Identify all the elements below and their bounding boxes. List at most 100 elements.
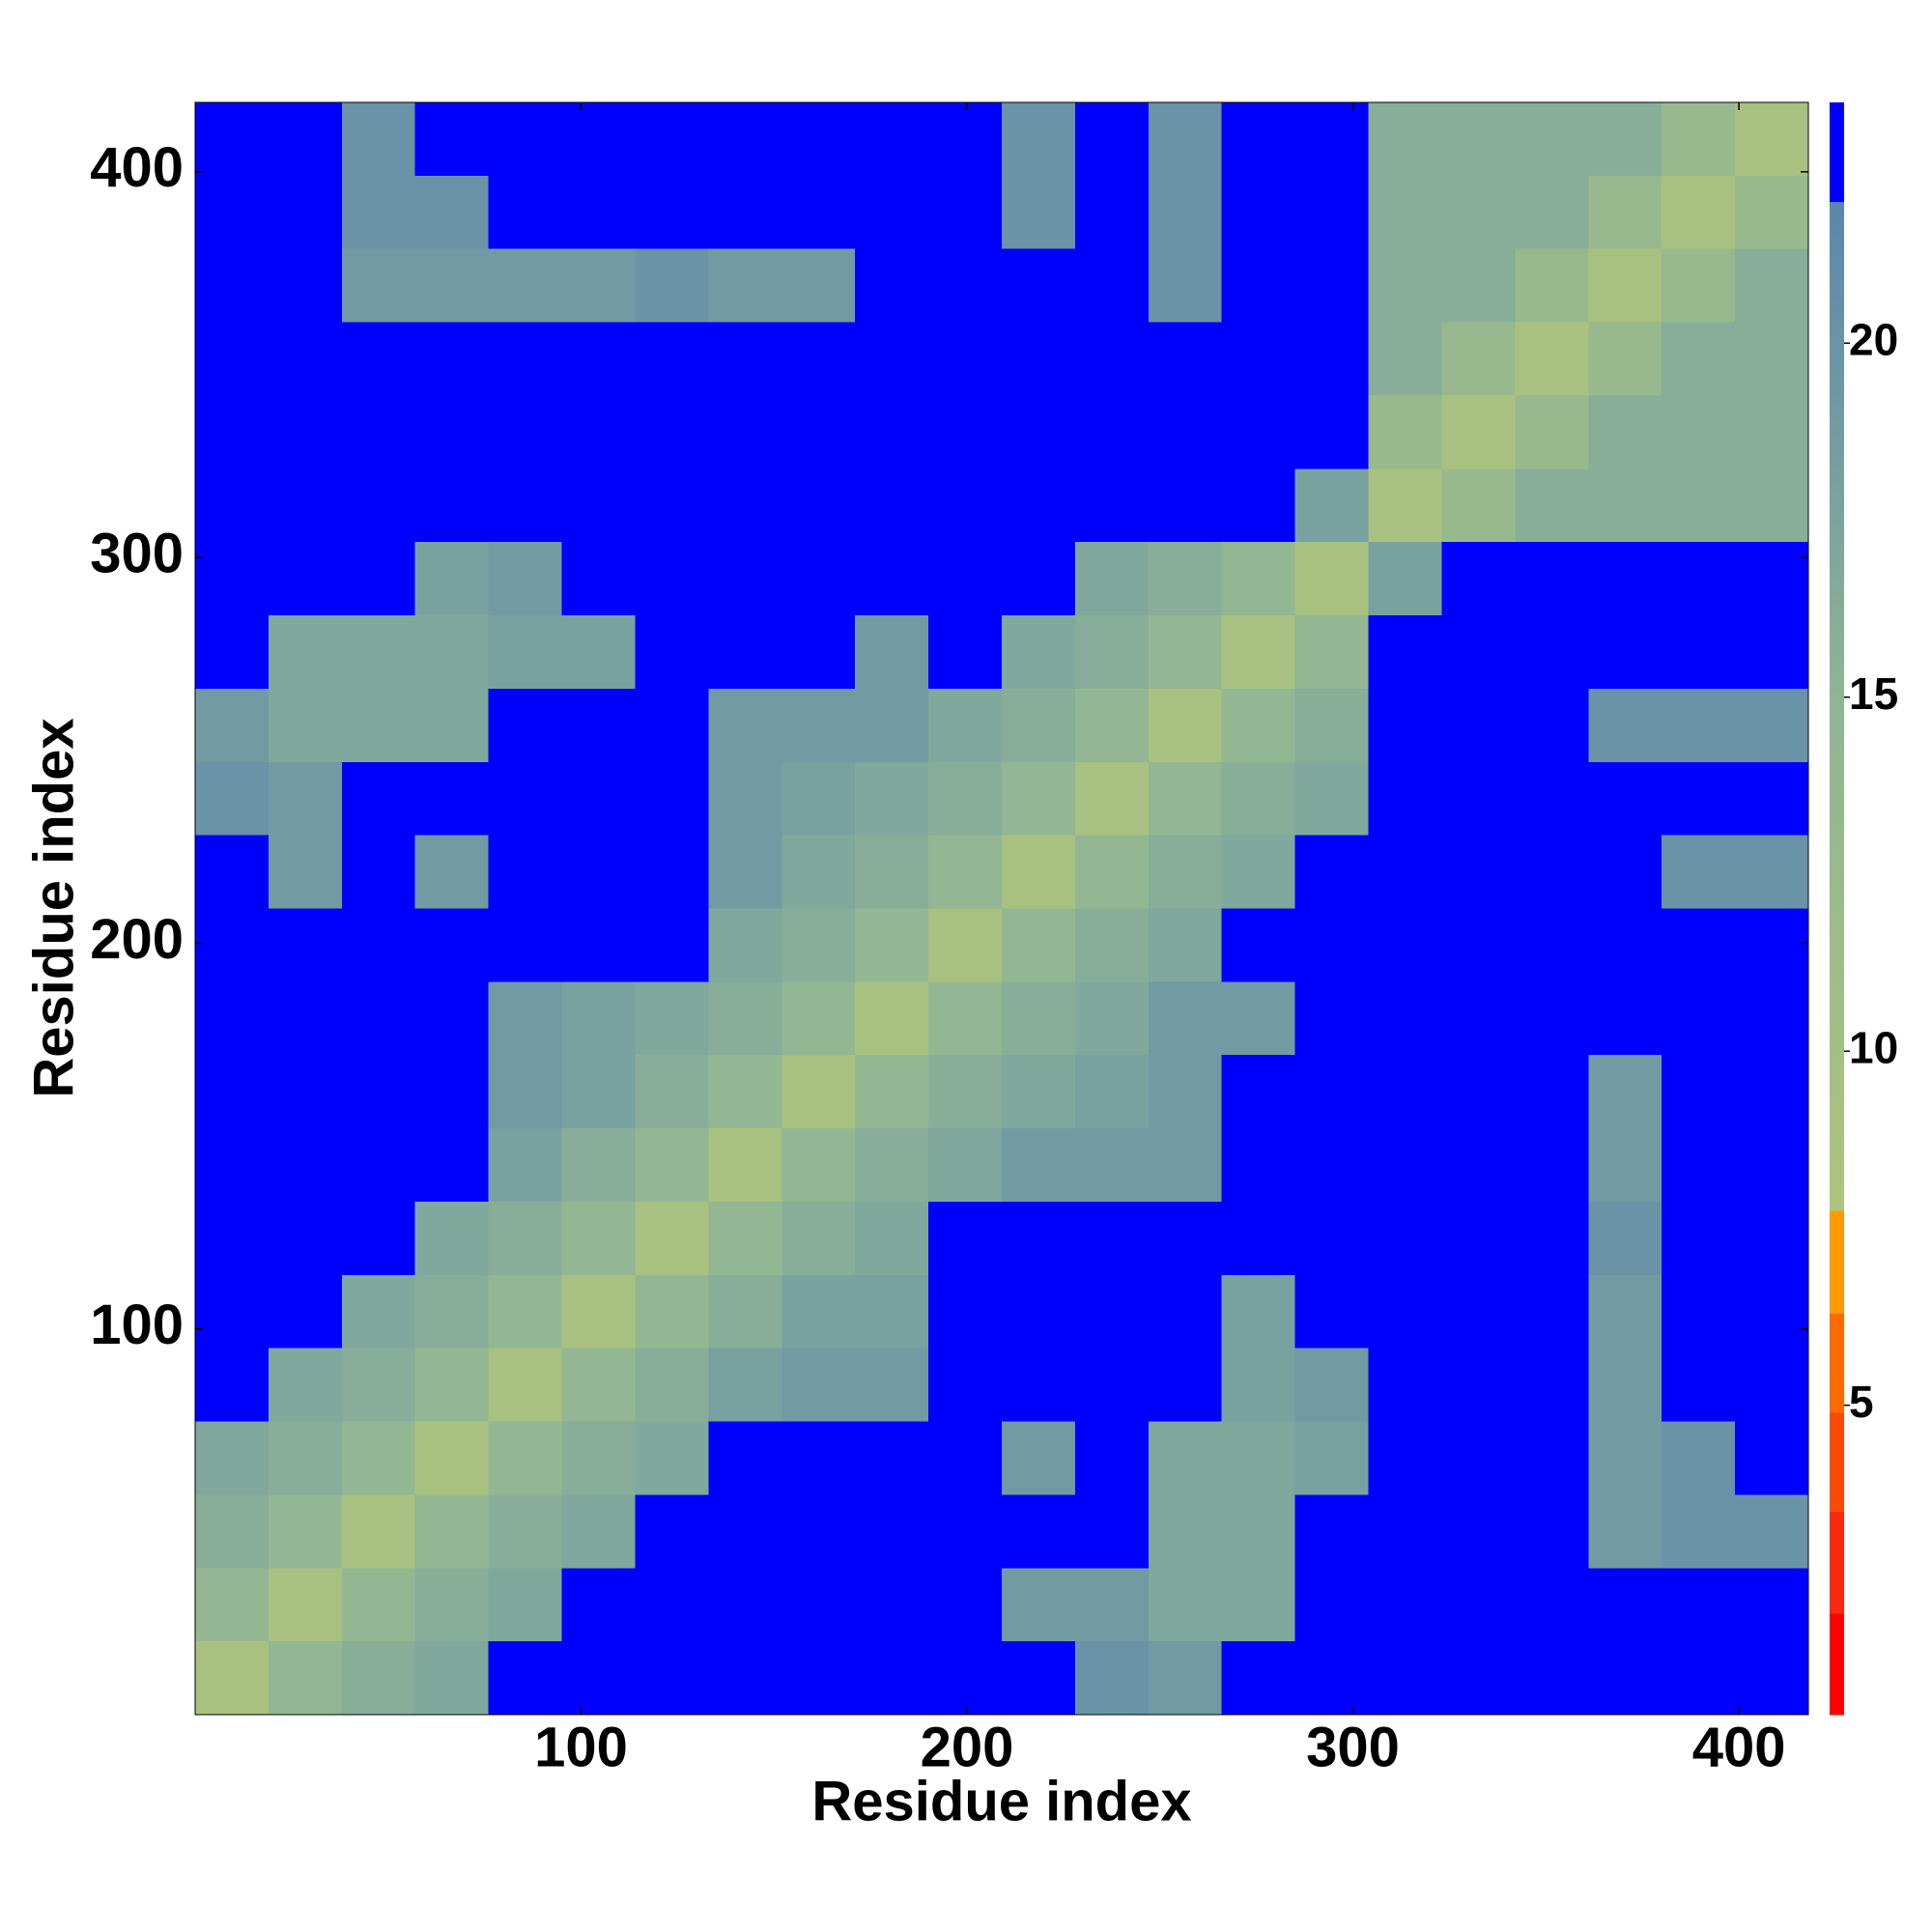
heatmap-cell <box>781 1641 856 1715</box>
heatmap-cell <box>1588 175 1662 249</box>
heatmap-cell <box>1588 1421 1662 1495</box>
heatmap-cell <box>928 322 1002 396</box>
heatmap-cell <box>1515 1348 1589 1422</box>
heatmap-cell <box>561 248 636 323</box>
heatmap-cell <box>1588 1274 1662 1349</box>
heatmap-cell <box>1148 908 1222 982</box>
heatmap-cell <box>1662 1641 1736 1715</box>
heatmap-cell <box>561 322 636 396</box>
heatmap-cell <box>195 1348 269 1422</box>
colorbar-segment <box>1830 201 1844 698</box>
heatmap-cell <box>855 981 929 1056</box>
heatmap-cell <box>341 1201 415 1275</box>
heatmap-cell <box>488 469 562 543</box>
heatmap-cell <box>1735 835 1808 909</box>
heatmap-cell <box>781 1128 856 1202</box>
heatmap-cell <box>1735 322 1808 396</box>
heatmap-cell <box>1588 469 1662 543</box>
heatmap-cell <box>1515 1201 1589 1275</box>
heatmap-cell <box>561 102 636 176</box>
heatmap-cell <box>1441 761 1516 836</box>
heatmap-cell <box>1441 1128 1516 1202</box>
heatmap-cell <box>1662 1128 1736 1202</box>
heatmap-cell <box>268 1494 342 1569</box>
heatmap-cell <box>1588 322 1662 396</box>
heatmap-cell <box>1148 542 1222 616</box>
heatmap-cell <box>1148 1421 1222 1495</box>
heatmap-cell <box>1294 1201 1369 1275</box>
heatmap-cell <box>195 615 269 689</box>
heatmap-cell <box>1588 835 1662 909</box>
heatmap-cell <box>1662 688 1736 762</box>
heatmap-cell <box>1074 981 1149 1056</box>
x-tick-label: 400 <box>1692 1716 1786 1778</box>
heatmap-cell <box>928 1201 1002 1275</box>
heatmap-cell <box>1662 395 1736 469</box>
heatmap-cell <box>1368 395 1442 469</box>
heatmap-cell <box>1148 1274 1222 1349</box>
heatmap-cell <box>1294 1494 1369 1569</box>
heatmap-cell <box>1735 469 1808 543</box>
heatmap-cell <box>488 761 562 836</box>
heatmap-cell <box>561 615 636 689</box>
heatmap-cell <box>414 469 489 543</box>
heatmap-cell <box>1588 615 1662 689</box>
heatmap-cell <box>1148 615 1222 689</box>
heatmap-cell <box>1588 1055 1662 1129</box>
heatmap-cell <box>781 1201 856 1275</box>
heatmap-cell <box>1515 761 1589 836</box>
heatmap-cell <box>635 1641 709 1715</box>
heatmap-cell <box>1002 615 1075 689</box>
heatmap-cell <box>195 835 269 909</box>
heatmap-cell <box>708 1568 782 1642</box>
heatmap-cell <box>1221 395 1295 469</box>
heatmap-cell <box>1441 688 1516 762</box>
heatmap-cell <box>341 1568 415 1642</box>
heatmap-cell <box>1662 1568 1736 1642</box>
heatmap-cell <box>855 908 929 982</box>
heatmap-cell <box>928 1568 1002 1642</box>
heatmap-cell <box>195 1421 269 1495</box>
heatmap-cell <box>488 1494 562 1569</box>
heatmap-cell <box>488 1421 562 1495</box>
heatmap-cell <box>341 248 415 323</box>
heatmap-cell <box>1515 469 1589 543</box>
heatmap-cell <box>1662 615 1736 689</box>
colorbar-segment <box>1830 1511 1844 1614</box>
heatmap-cell <box>928 1348 1002 1422</box>
heatmap-cell <box>1074 469 1149 543</box>
heatmap-cell <box>195 542 269 616</box>
colorbar-tick-label: 10 <box>1849 1022 1898 1072</box>
x-tick-label: 200 <box>921 1716 1014 1778</box>
heatmap-cell <box>1588 688 1662 762</box>
heatmap-cell <box>1294 981 1369 1056</box>
heatmap-cell <box>488 175 562 249</box>
heatmap-cell <box>928 615 1002 689</box>
heatmap-cell <box>1221 688 1295 762</box>
heatmap-cell <box>268 1641 342 1715</box>
heatmap-cell <box>268 615 342 689</box>
heatmap-cell <box>855 175 929 249</box>
heatmap-cell <box>268 395 342 469</box>
heatmap-cell <box>1368 1568 1442 1642</box>
heatmap-cell <box>708 322 782 396</box>
heatmap-cell <box>268 761 342 836</box>
heatmap-cell <box>341 1421 415 1495</box>
heatmap-cell <box>855 1055 929 1129</box>
heatmap-cell <box>1368 1494 1442 1569</box>
heatmap-cell <box>1735 395 1808 469</box>
heatmap-cell <box>195 102 269 176</box>
heatmap-cell <box>1368 835 1442 909</box>
heatmap-cell <box>268 981 342 1056</box>
heatmap-cell <box>1368 1055 1442 1129</box>
heatmap-cell <box>1221 1421 1295 1495</box>
heatmap-cell <box>708 395 782 469</box>
heatmap-cell <box>195 1641 269 1715</box>
heatmap-cell <box>488 322 562 396</box>
heatmap-cell <box>1515 542 1589 616</box>
heatmap-cell <box>781 175 856 249</box>
heatmap-cell <box>1074 175 1149 249</box>
heatmap-cell <box>708 1494 782 1569</box>
